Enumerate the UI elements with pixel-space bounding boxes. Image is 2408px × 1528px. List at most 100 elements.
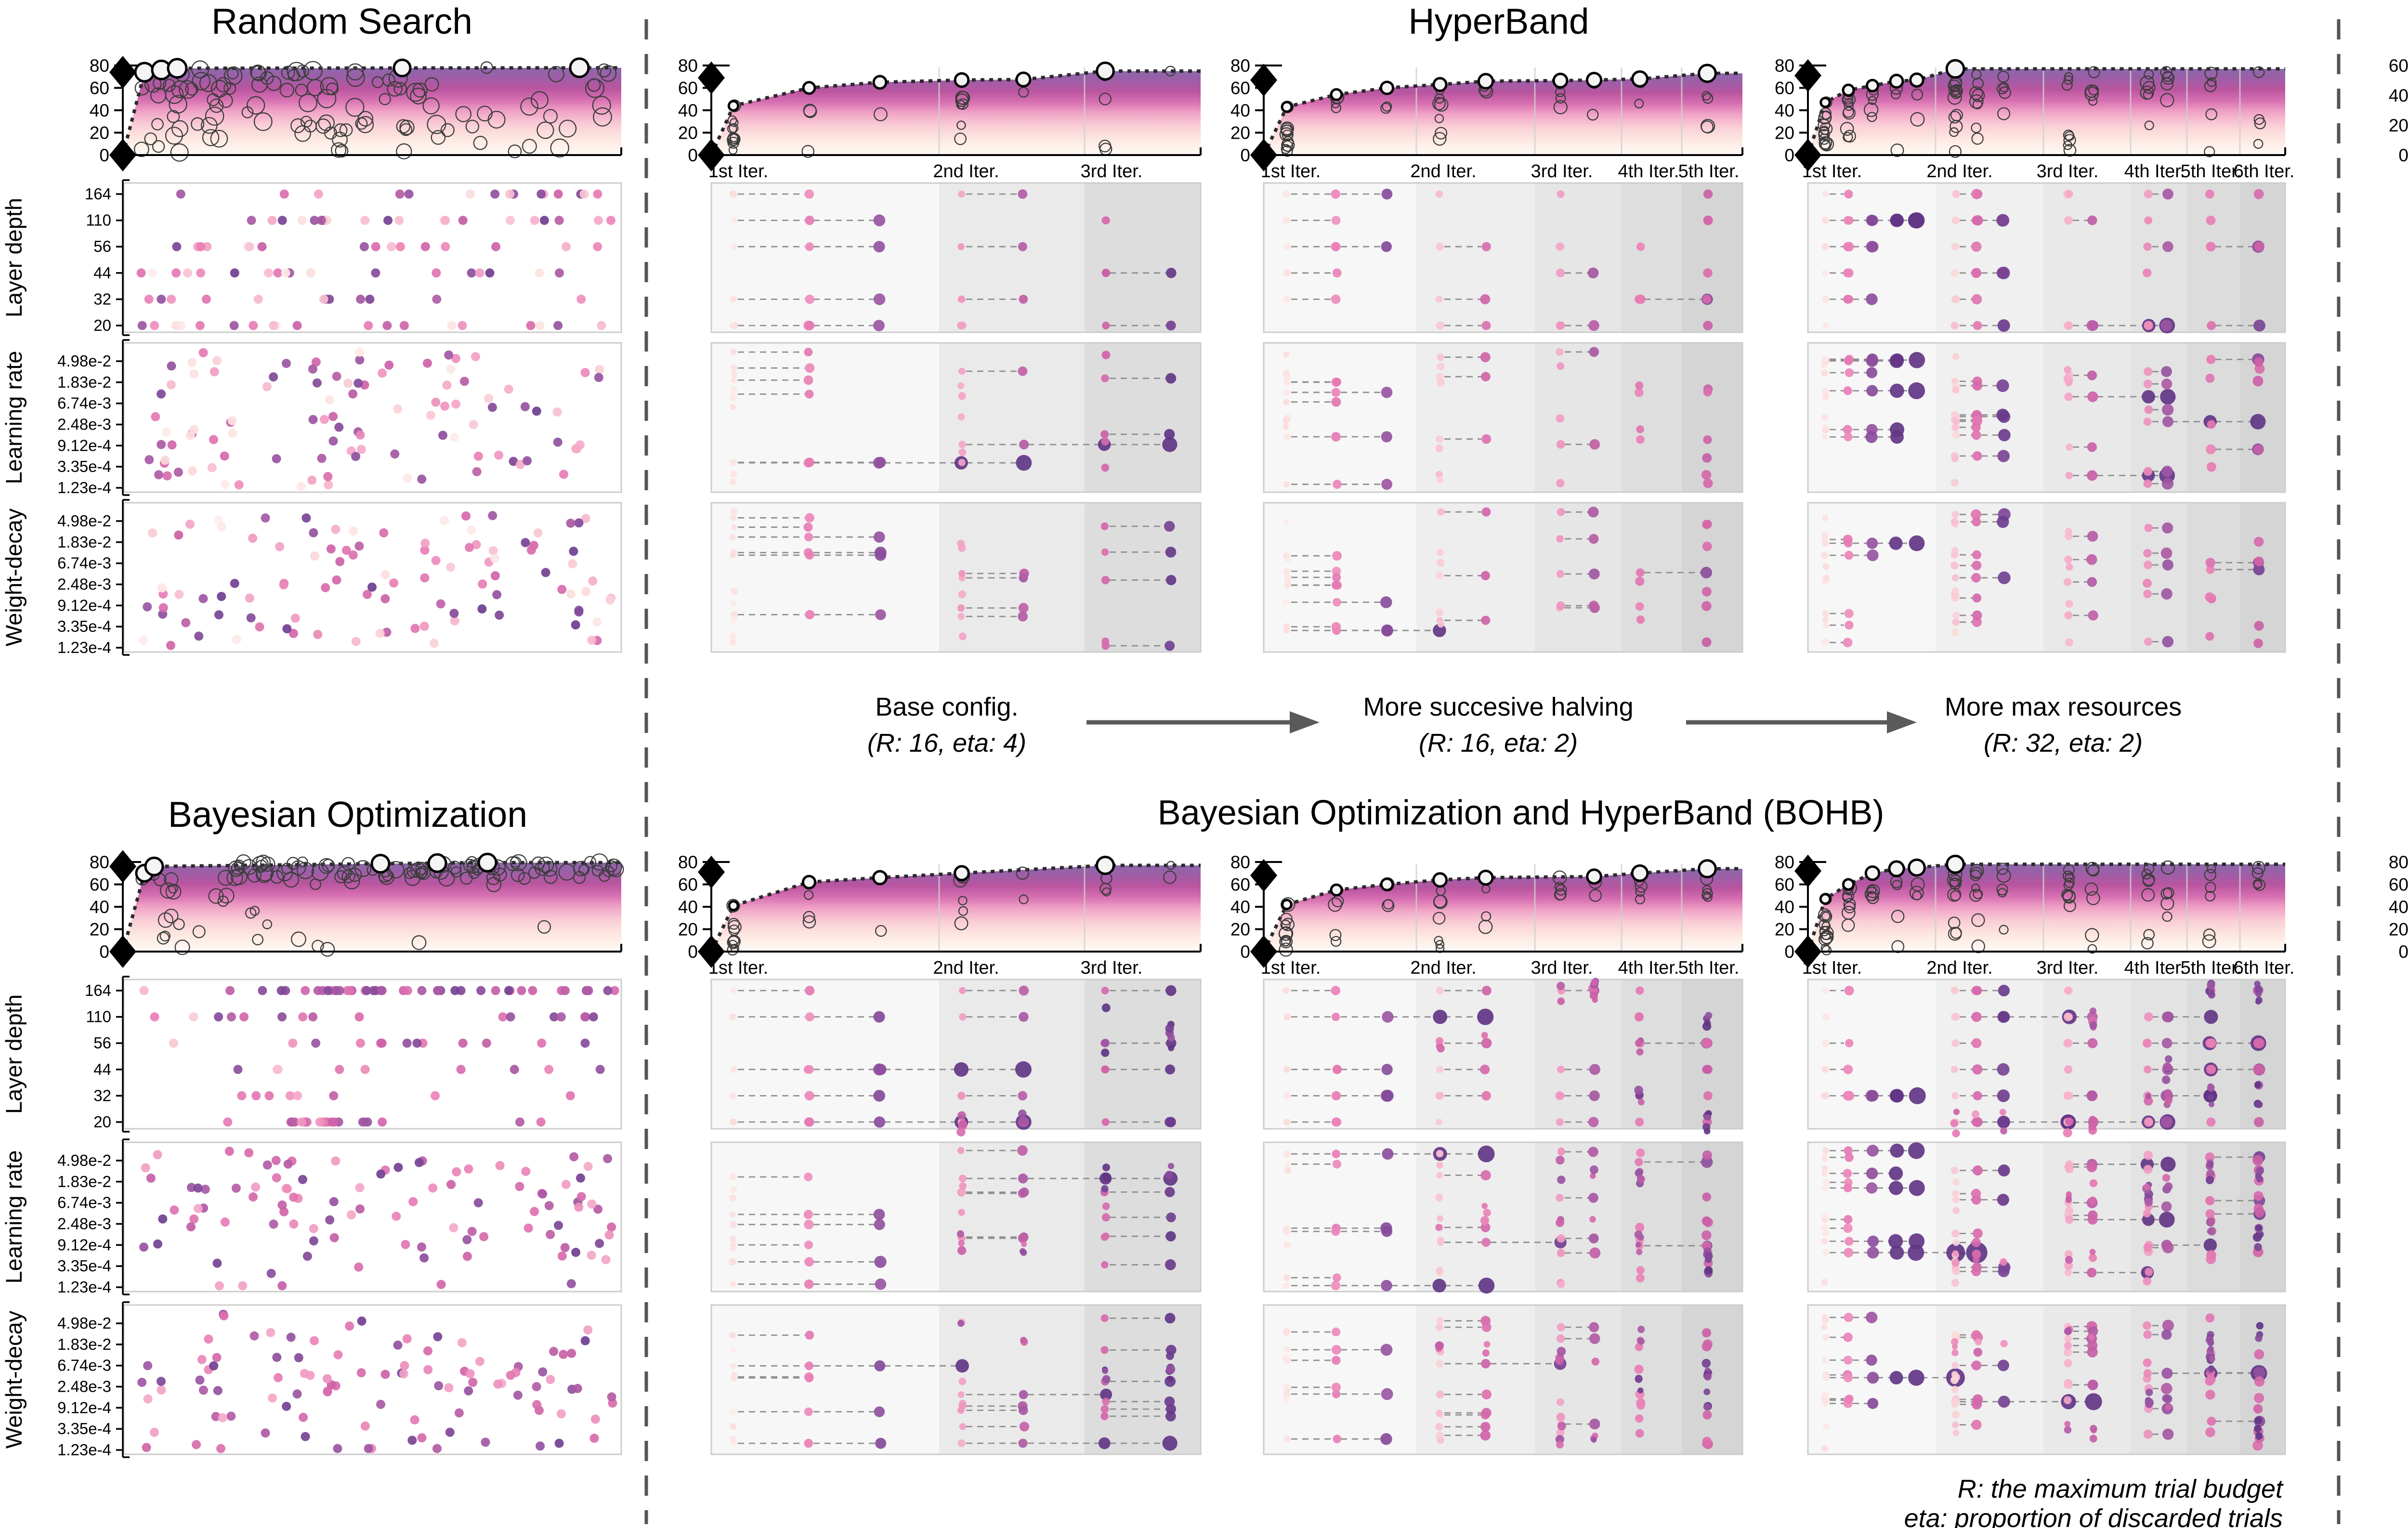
svg-text:Weight-decay: Weight-decay: [1, 1310, 26, 1449]
svg-text:1st Iter.: 1st Iter.: [1261, 958, 1321, 978]
svg-text:4th Iter.: 4th Iter.: [2124, 161, 2186, 182]
svg-text:2nd Iter.: 2nd Iter.: [1926, 161, 1992, 182]
svg-text:1.83e-2: 1.83e-2: [57, 373, 111, 391]
svg-text:Layer depth: Layer depth: [1, 994, 26, 1114]
svg-text:3.35e-4: 3.35e-4: [57, 1420, 111, 1437]
svg-text:4.98e-2: 4.98e-2: [57, 512, 111, 530]
svg-text:40: 40: [678, 897, 698, 917]
svg-text:60: 60: [1775, 78, 1794, 98]
svg-text:1st Iter.: 1st Iter.: [708, 958, 769, 978]
svg-text:Learning rate: Learning rate: [1, 351, 26, 484]
svg-text:56: 56: [93, 237, 111, 255]
svg-text:32: 32: [93, 290, 111, 308]
svg-text:32: 32: [93, 1086, 111, 1104]
svg-text:60: 60: [2389, 875, 2408, 895]
svg-text:40: 40: [1775, 101, 1794, 120]
svg-text:4th Iter.: 4th Iter.: [1618, 958, 1679, 978]
svg-text:6.74e-3: 6.74e-3: [57, 394, 111, 412]
svg-text:3rd Iter.: 3rd Iter.: [1081, 161, 1143, 182]
svg-text:2.48e-3: 2.48e-3: [57, 1378, 111, 1396]
svg-text:1.83e-2: 1.83e-2: [57, 1335, 111, 1353]
svg-text:Layer depth: Layer depth: [1, 198, 26, 317]
svg-text:56: 56: [93, 1034, 111, 1052]
svg-text:Base config.: Base config.: [875, 692, 1018, 721]
svg-text:80: 80: [1775, 852, 1794, 872]
svg-text:60: 60: [90, 78, 109, 98]
svg-text:0: 0: [2398, 942, 2408, 962]
svg-text:2.48e-3: 2.48e-3: [57, 1215, 111, 1233]
svg-text:40: 40: [2389, 897, 2408, 917]
svg-text:6.74e-3: 6.74e-3: [57, 554, 111, 572]
svg-text:80: 80: [90, 852, 109, 872]
svg-text:2nd Iter.: 2nd Iter.: [933, 958, 999, 978]
svg-text:164: 164: [85, 981, 111, 999]
svg-text:80: 80: [678, 852, 698, 872]
svg-text:0: 0: [1784, 942, 1794, 962]
svg-text:20: 20: [1230, 920, 1250, 940]
svg-text:2nd Iter.: 2nd Iter.: [933, 161, 999, 182]
svg-text:(R: 16, eta: 2): (R: 16, eta: 2): [1419, 729, 1578, 757]
svg-text:Learning rate: Learning rate: [1, 1150, 26, 1284]
svg-text:4th Iter.: 4th Iter.: [2124, 958, 2186, 978]
svg-text:3rd Iter.: 3rd Iter.: [2037, 958, 2099, 978]
svg-text:4.98e-2: 4.98e-2: [57, 1151, 111, 1169]
svg-text:0: 0: [2398, 145, 2408, 165]
svg-text:40: 40: [1230, 897, 1250, 917]
svg-text:60: 60: [678, 875, 698, 895]
svg-text:Bayesian Optimization: Bayesian Optimization: [168, 794, 527, 835]
svg-text:40: 40: [1775, 897, 1794, 917]
svg-text:20: 20: [2389, 116, 2408, 135]
svg-text:0: 0: [688, 942, 698, 962]
svg-text:60: 60: [2389, 56, 2408, 76]
svg-text:5th Iter.: 5th Iter.: [1678, 958, 1740, 978]
svg-text:1.83e-2: 1.83e-2: [57, 1173, 111, 1190]
svg-text:3.35e-4: 3.35e-4: [57, 457, 111, 475]
svg-text:6th Iter.: 6th Iter.: [2234, 958, 2295, 978]
svg-text:40: 40: [90, 897, 109, 917]
svg-text:1st Iter.: 1st Iter.: [1261, 161, 1321, 182]
svg-text:5th Iter.: 5th Iter.: [1678, 161, 1740, 182]
svg-text:80: 80: [90, 56, 109, 76]
svg-text:0: 0: [1240, 942, 1250, 962]
svg-text:40: 40: [90, 101, 109, 120]
svg-text:60: 60: [678, 78, 698, 98]
svg-text:20: 20: [93, 1113, 111, 1131]
svg-text:HyperBand: HyperBand: [1408, 1, 1589, 41]
svg-text:0: 0: [688, 145, 698, 165]
svg-text:20: 20: [678, 123, 698, 143]
svg-text:20: 20: [93, 316, 111, 334]
svg-text:20: 20: [2389, 920, 2408, 940]
svg-text:6.74e-3: 6.74e-3: [57, 1194, 111, 1212]
svg-text:3.35e-4: 3.35e-4: [57, 1257, 111, 1275]
svg-text:20: 20: [90, 123, 109, 143]
svg-text:20: 20: [678, 920, 698, 940]
svg-text:20: 20: [1775, 123, 1794, 143]
svg-text:80: 80: [1775, 56, 1794, 76]
svg-text:80: 80: [2389, 852, 2408, 872]
svg-text:80: 80: [678, 56, 698, 76]
svg-text:0: 0: [99, 942, 109, 962]
svg-text:4.98e-2: 4.98e-2: [57, 1314, 111, 1332]
svg-text:(R: 16, eta: 4): (R: 16, eta: 4): [867, 729, 1026, 757]
svg-text:3.35e-4: 3.35e-4: [57, 617, 111, 635]
svg-text:3rd Iter.: 3rd Iter.: [1531, 958, 1593, 978]
svg-text:5th Iter.: 5th Iter.: [2181, 161, 2242, 182]
svg-text:0: 0: [1784, 145, 1794, 165]
svg-text:80: 80: [1230, 56, 1250, 76]
svg-text:More succesive halving: More succesive halving: [1363, 692, 1633, 721]
svg-text:20: 20: [90, 920, 109, 940]
svg-text:1.23e-4: 1.23e-4: [57, 1441, 111, 1459]
svg-text:0: 0: [1240, 145, 1250, 165]
svg-text:6th Iter.: 6th Iter.: [2234, 161, 2295, 182]
svg-text:80: 80: [1230, 852, 1250, 872]
svg-text:2.48e-3: 2.48e-3: [57, 575, 111, 593]
svg-text:44: 44: [93, 264, 111, 282]
svg-text:2nd Iter.: 2nd Iter.: [1410, 161, 1476, 182]
svg-text:110: 110: [86, 1008, 111, 1026]
svg-text:110: 110: [86, 211, 111, 229]
svg-text:40: 40: [2389, 86, 2408, 105]
svg-text:4th Iter.: 4th Iter.: [1618, 161, 1679, 182]
svg-text:9.12e-4: 9.12e-4: [57, 1236, 111, 1254]
svg-text:1st Iter.: 1st Iter.: [1802, 958, 1862, 978]
svg-text:2.48e-3: 2.48e-3: [57, 416, 111, 433]
